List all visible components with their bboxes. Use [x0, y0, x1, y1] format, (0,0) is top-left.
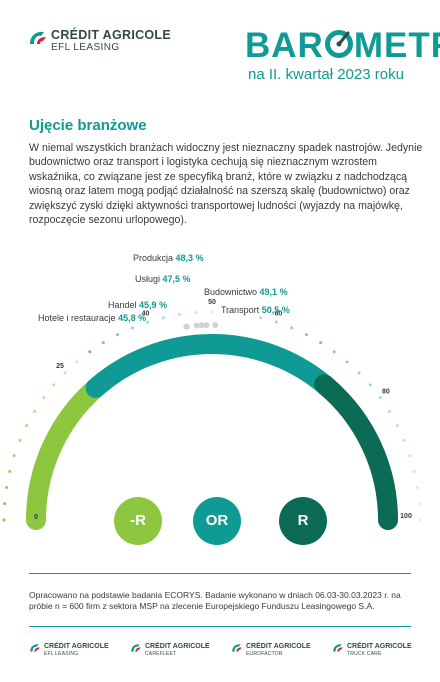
gauge-tick-label: 40 — [142, 311, 150, 318]
section-paragraph: W niemal wszystkich branżach widoczny je… — [29, 142, 423, 227]
gauge-scale-dot — [116, 333, 120, 337]
footer-logo-division: CAREFLEET — [145, 651, 177, 657]
gauge-scale-dot — [3, 502, 7, 506]
gauge-scale-dot — [210, 310, 214, 314]
gauge-scale-dot — [130, 326, 134, 330]
footer-divider-top — [29, 573, 411, 574]
gauge-scale-dot — [290, 326, 294, 330]
zone-negative-badge: -R — [114, 497, 162, 545]
footer-logo-brand: CRÉDIT AGRICOLE — [145, 643, 210, 650]
gauge-scale-dot — [415, 485, 419, 489]
gauge-scale-dot — [2, 518, 6, 522]
credit-agricole-logo-icon — [30, 31, 46, 44]
footer-divider-bottom — [29, 626, 411, 627]
gauge-scale-dot — [243, 313, 247, 317]
footer-logo-efl: CRÉDIT AGRICOLE EFL LEASING — [29, 643, 109, 661]
label-uslugi: Usługi 47,5 % — [135, 274, 191, 284]
label-budownictwo: Budownictwo 49,1 % — [204, 287, 288, 297]
gauge-tick-label: 100 — [400, 513, 412, 520]
gauge-tick-label: 50 — [208, 299, 216, 306]
zone-positive-badge: R — [279, 497, 327, 545]
label-hotele: Hotele i restauracje 45,8 % — [38, 313, 147, 323]
credit-agricole-logo-icon — [232, 644, 242, 652]
gauge-scale-dot — [274, 320, 278, 324]
gauge-scale-dot — [402, 438, 406, 442]
label-transport: Transport 50,5 % — [221, 305, 290, 315]
footer-logo-division: EUROFACTOR — [246, 651, 283, 657]
gauge-tick-label: 60 — [275, 311, 283, 318]
barometr-title: BAR METR — [245, 28, 440, 63]
credit-agricole-logo-icon — [333, 644, 343, 652]
gauge-zone-negative — [26, 370, 115, 530]
gauge-scale-dot — [75, 360, 79, 364]
zone-neutral-badge: OR — [193, 497, 241, 545]
gauge-scale-dot — [177, 313, 181, 317]
gauge-scale-dot — [25, 424, 29, 428]
footer-note: Opracowano na podstawie badania ECORYS. … — [29, 590, 401, 611]
label-handel: Handel 45,9 % — [108, 300, 168, 310]
marker-budownictwo — [203, 322, 210, 329]
footer-logo-division: TRUCK CARE — [347, 651, 382, 657]
gauge-scale-dot — [319, 341, 323, 345]
gauge-zone-positive — [314, 374, 398, 530]
logo-division-name: EFL LEASING — [51, 42, 120, 53]
footer-logo-eurofactor: CRÉDIT AGRICOLE EUROFACTOR — [231, 643, 311, 661]
gauge-tick-label: 0 — [34, 514, 38, 521]
title-part-2: METR — [353, 26, 440, 65]
marker-uslugi — [193, 322, 200, 329]
section-heading: Ujęcie branżowe — [29, 117, 147, 134]
marker-produkcja — [198, 322, 205, 329]
gauge-scale-dot — [8, 469, 12, 473]
gauge-scale-dot — [5, 485, 9, 489]
gauge-scale-dot — [387, 409, 391, 413]
credit-agricole-logo-icon — [131, 644, 141, 652]
logo-brand-name: CRÉDIT AGRICOLE — [51, 28, 172, 42]
marker-hotele — [183, 323, 190, 330]
credit-agricole-logo-icon — [30, 644, 40, 652]
footer-logo-division: EFL LEASING — [44, 651, 79, 657]
gauge-scale-dot — [259, 316, 263, 320]
gauge-scale-dot — [345, 360, 349, 364]
gauge-scale-dot — [368, 383, 372, 387]
footer-logo-truckcare: CRÉDIT AGRICOLE TRUCK CARE — [332, 643, 412, 661]
gauge-scale-dot — [226, 311, 230, 315]
sentiment-gauge-chart: 0 25 40 50 60 80 100 — [2, 299, 422, 530]
gauge-scale-dot — [88, 350, 92, 354]
gauge-o-icon — [324, 30, 353, 58]
gauge-scale-dot — [161, 316, 165, 320]
gauge-zone-neutral — [85, 334, 343, 402]
footer-logo-brand: CRÉDIT AGRICOLE — [347, 643, 412, 650]
gauge-scale-dot — [63, 371, 67, 375]
gauge-tick-label: 25 — [56, 363, 64, 370]
gauge-scale-dot — [146, 320, 150, 324]
gauge-scale-dot — [412, 469, 416, 473]
footer-logo-brand: CRÉDIT AGRICOLE — [44, 643, 109, 650]
gauge-scale-dot — [378, 396, 382, 400]
gauge-scale-dot — [304, 333, 308, 337]
gauge-scale-dot — [332, 350, 336, 354]
gauge-scale-dot — [18, 438, 22, 442]
gauge-scale-dot — [42, 396, 46, 400]
gauge-tick-label: 80 — [382, 389, 390, 396]
footer-logo-brand: CRÉDIT AGRICOLE — [246, 643, 311, 650]
barometr-subtitle: na II. kwartał 2023 roku — [248, 66, 404, 83]
footer-logo-carefleet: CRÉDIT AGRICOLE CAREFLEET — [130, 643, 210, 661]
gauge-scale-dot — [417, 502, 421, 506]
gauge-scale-dot — [408, 454, 412, 458]
gauge-scale-dot — [418, 518, 422, 522]
gauge-scale-dot — [101, 341, 105, 345]
gauge-scale-dot — [52, 383, 56, 387]
gauge-scale-dot — [33, 409, 37, 413]
gauge-scale-dot — [357, 371, 361, 375]
gauge-scale-dot — [12, 454, 16, 458]
title-part-1: BAR — [245, 26, 324, 65]
gauge-scale-dot — [395, 424, 399, 428]
gauge-scale-dot — [194, 311, 198, 315]
label-produkcja: Produkcja 48,3 % — [133, 253, 204, 263]
marker-transport — [212, 322, 219, 329]
